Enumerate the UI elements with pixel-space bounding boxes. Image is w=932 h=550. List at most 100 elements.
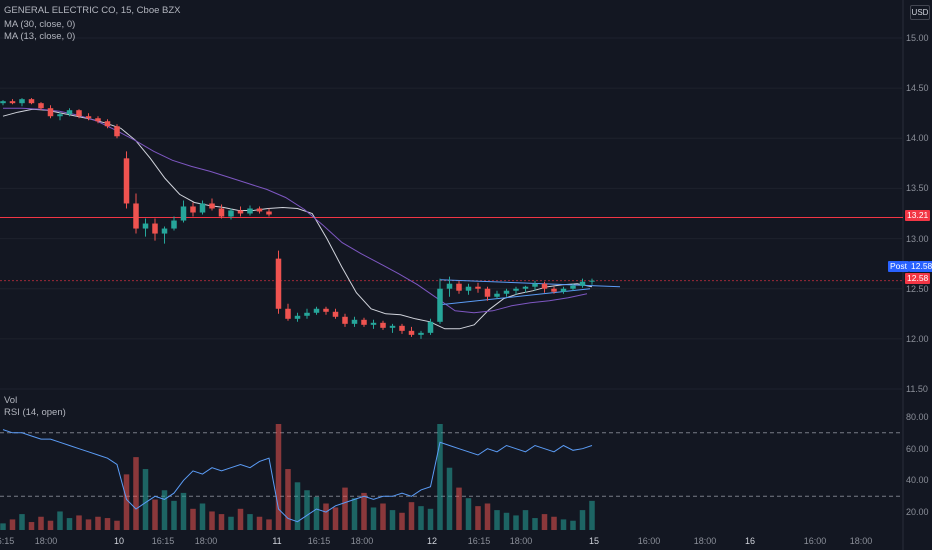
candle-body [560,288,567,292]
volume-bar [589,500,595,530]
volume-bar [351,498,358,530]
candle-body [266,211,272,215]
candle-body [133,203,139,229]
volume-bar [123,474,130,530]
candle-body [199,203,206,213]
volume-bar [513,515,519,530]
candle-body [47,108,54,117]
time-axis-tick: 11 [272,536,282,546]
volume-bar [237,508,244,530]
rsi-axis-tick: 80.00 [906,411,929,422]
volume-bar [285,469,291,530]
rsi-legend[interactable]: RSI (14, open) [4,407,66,418]
volume-bar [370,507,377,530]
candle-body [446,283,453,289]
volume-bar [560,519,567,530]
candle-body [323,308,329,312]
volume-bar [503,512,510,530]
price-axis-tick: 14.50 [906,83,929,94]
volume-bar [161,490,168,530]
price-axis-tick: 15.00 [906,33,929,43]
candle-body [237,210,244,214]
candle-body [332,311,339,317]
candle-body [589,280,595,282]
time-axis-tick: 10 [113,536,125,546]
resistance-price-tag: 13.21 [905,210,931,221]
volume-bar [57,511,63,530]
volume-bar [228,516,234,530]
volume-bar [256,516,263,530]
time-axis-tick: 16:15 [0,536,15,546]
price-axis-tick: 13.00 [906,233,929,244]
volume-bar [294,482,301,530]
ma30-line [3,107,588,314]
currency-button[interactable]: USD [910,5,930,20]
rsi-axis-tick: 60.00 [906,443,929,454]
post-label-tag: Post [888,261,910,272]
price-axis-tick: 12.00 [906,333,929,344]
volume-bar [475,506,481,530]
time-axis-tick: 15 [588,536,600,546]
trend-line-upper [439,279,621,288]
volume-bar [323,503,329,530]
candle-body [351,319,358,324]
ma13-legend[interactable]: MA (13, close, 0) [4,31,76,42]
candle-body [9,101,16,104]
candle-body [437,288,443,322]
time-axis-tick: 18:00 [350,536,374,546]
volume-bar [456,487,462,530]
candle-body [361,319,367,325]
volume-bar [38,516,44,530]
volume-bar [332,507,339,530]
time-axis-tick: 18:00 [693,536,717,546]
volume-bar [66,518,73,530]
candle-body [465,286,472,291]
volume-bar [247,514,253,530]
candle-body [209,203,215,209]
volume-bar [304,490,310,530]
candle-body [294,315,301,319]
candle-body [427,321,434,333]
volume-bar [180,492,187,530]
volume-bar [47,520,54,530]
volume-bar [408,502,415,530]
volume-bar [199,503,206,530]
time-axis-tick: 12 [426,536,438,546]
candle-body [228,210,234,217]
candle-body [522,286,529,289]
candle-body [380,322,386,328]
candle-body [313,308,320,313]
candle-body [218,208,225,217]
volume-bar [275,424,282,530]
candle-body [19,99,25,104]
volume-bar [427,508,434,530]
volume-bar [494,510,500,530]
time-axis-tick: 16:15 [467,536,491,546]
candle-body [484,288,491,297]
volume-bar [28,522,35,530]
candle-body [494,293,500,297]
volume-bar [133,457,139,530]
ma30-legend[interactable]: MA (30, close, 0) [4,19,76,30]
price-axis-tick: 14.00 [906,133,929,144]
time-axis-tick: 16:00 [803,536,827,546]
volume-legend[interactable]: Vol [4,395,18,406]
symbol-legend[interactable]: GENERAL ELECTRIC CO, 15, Cboe BZX [4,5,181,16]
candle-body [532,283,538,287]
time-axis-tick: 16:00 [637,536,661,546]
candle-body [123,158,130,204]
candle-body [256,208,263,212]
price-axis-tick: 13.50 [906,183,929,194]
candle-body [370,322,377,325]
time-axis-tick: 18:00 [194,536,218,546]
candle-body [57,114,63,117]
post-price-tag: 12.58 [909,261,932,272]
ma13-line [2,108,593,330]
candle-body [152,223,158,234]
time-axis-tick: 18:00 [34,536,58,546]
volume-bar [399,512,405,530]
candle-body [389,325,396,328]
volume-bar [266,519,272,530]
volume-bar [532,518,538,530]
